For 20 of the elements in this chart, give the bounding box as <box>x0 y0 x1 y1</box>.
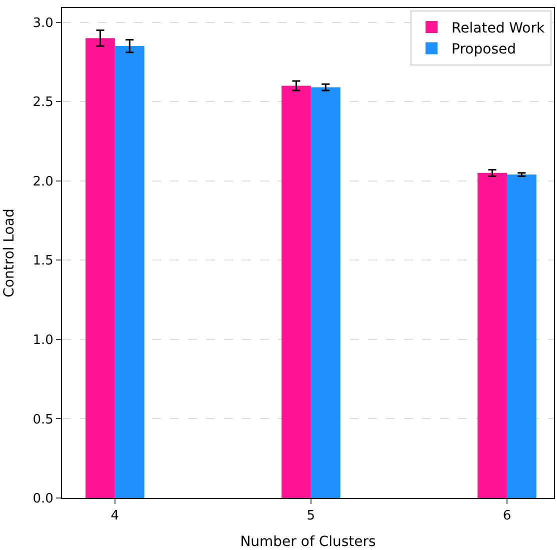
y-tick-label: 1.5 <box>32 254 54 269</box>
legend-label: Related Work <box>452 20 546 37</box>
y-tick-label: 2.0 <box>32 174 54 190</box>
legend-label: Proposed <box>452 42 516 58</box>
x-tick-label: 5 <box>306 508 316 524</box>
y-tick-label: 3.0 <box>32 16 54 31</box>
bar <box>478 172 507 498</box>
x-tick-label: 6 <box>502 508 512 524</box>
bar <box>506 174 536 498</box>
y-tick-label: 0.0 <box>32 492 54 507</box>
y-tick-label: 0.5 <box>32 412 54 428</box>
bar <box>282 86 311 498</box>
y-tick-label: 1.0 <box>32 332 54 348</box>
x-tick-label: 4 <box>110 508 120 524</box>
bar <box>86 38 115 498</box>
y-axis-title: Control Load <box>1 208 18 298</box>
bar <box>114 46 144 498</box>
y-tick-label: 2.5 <box>32 95 54 110</box>
bar <box>310 87 340 498</box>
x-axis-title: Number of Clusters <box>240 534 376 550</box>
